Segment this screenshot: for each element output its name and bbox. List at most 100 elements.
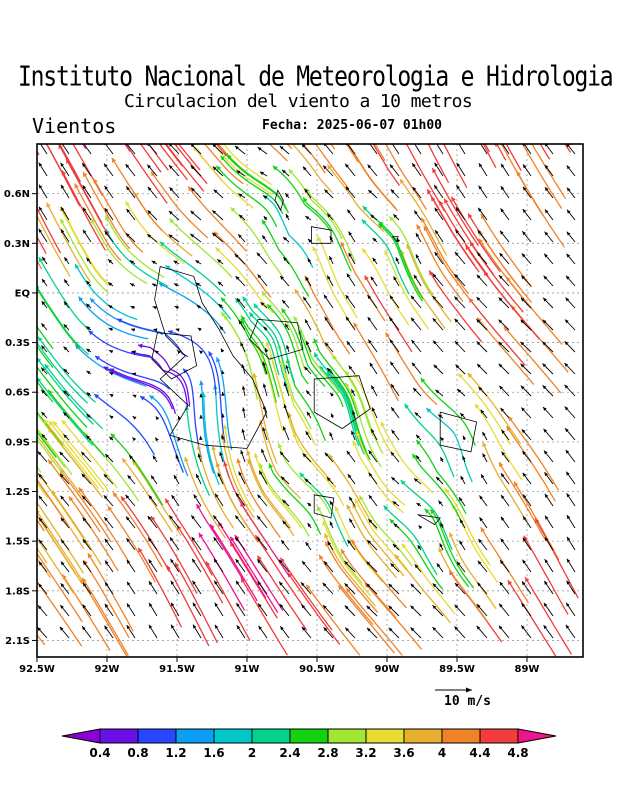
streamline (37, 427, 73, 475)
streamline (116, 318, 189, 358)
wind-vector-head (436, 476, 440, 481)
wind-vector-head (566, 187, 571, 192)
wind-vector-head (238, 193, 243, 197)
streamline-arrowhead (352, 503, 357, 509)
streamline (467, 372, 522, 445)
wind-vector-head (390, 451, 395, 456)
wind-vector-head (435, 230, 439, 234)
wind-vector-head (411, 339, 415, 344)
streamline (37, 438, 66, 477)
plot-frame (36, 143, 584, 658)
wind-vector-head (104, 208, 109, 212)
streamline-arrowhead (525, 577, 530, 583)
wind-vector-head (132, 372, 137, 376)
wind-vector-head (414, 210, 418, 215)
wind-vector (104, 144, 114, 155)
streamline-arrowhead (468, 213, 473, 219)
streamline-arrowhead (465, 245, 470, 251)
lon-tick-label: 91W (235, 664, 260, 675)
wind-vector-head (61, 207, 65, 211)
streamline-arrowhead (4, 173, 8, 178)
wind-vector-head (280, 275, 284, 280)
wind-vector-head (39, 517, 43, 522)
wind-vector-head (39, 184, 43, 189)
streamline (110, 433, 164, 506)
wind-vector-head (125, 233, 130, 237)
streamline (164, 498, 213, 576)
wind-vector-head (258, 625, 262, 630)
wind-vector-head (367, 295, 372, 299)
wind-vector-head (501, 451, 505, 456)
streamline-arrowhead (37, 357, 42, 363)
streamline (37, 479, 69, 526)
lon-tick-label: 89W (515, 664, 540, 675)
streamline-arrowhead (0, 488, 3, 493)
streamline (37, 510, 86, 585)
streamline-arrowhead (78, 487, 84, 493)
wind-vector-head (126, 603, 131, 608)
streamline-arrowhead (340, 242, 345, 248)
colorbar-label: 4.4 (469, 746, 490, 760)
streamline-arrowhead (404, 403, 410, 409)
wind-vector-head (169, 187, 174, 192)
streamline-arrowhead (378, 223, 384, 229)
wind-vector-head (129, 260, 134, 264)
streamline-arrowhead (313, 338, 318, 344)
wind-vector-head (126, 186, 130, 191)
streamline (223, 151, 287, 210)
wind-vector-head (63, 346, 68, 351)
wind-vector-head (285, 193, 289, 198)
streamline (324, 541, 379, 614)
streamline-arrowhead (423, 226, 429, 232)
wind-vector-head (242, 385, 246, 390)
wind-vector-head (305, 276, 309, 281)
wind-vector-head (196, 305, 201, 309)
wind-vector-head (411, 362, 416, 367)
streamline (220, 297, 267, 375)
streamline (61, 170, 106, 251)
wind-vector-head (168, 210, 173, 215)
wind-vector-head (438, 500, 443, 505)
wind-vector-head (86, 348, 91, 353)
wind-vector-head (323, 294, 328, 299)
colorbar-box (137, 728, 177, 744)
wind-vector-head (191, 187, 195, 192)
colorbar-box (403, 728, 443, 744)
colorbar-high-triangle (517, 728, 557, 744)
streamline (223, 461, 267, 542)
streamline (82, 171, 131, 250)
wind-vector-head (304, 366, 309, 371)
streamline-arrowhead (236, 458, 242, 464)
wind-vector-head (86, 392, 91, 397)
streamline (334, 506, 383, 583)
streamline (240, 577, 288, 656)
wind-vector-head (257, 581, 262, 586)
streamline-arrowhead (421, 217, 426, 223)
streamline (221, 432, 255, 519)
streamline-arrowhead (292, 432, 298, 438)
wind-vector-head (324, 561, 328, 566)
wind-vector-head (348, 231, 352, 236)
streamline-arrowhead (90, 298, 95, 304)
wind-vector-head (213, 558, 218, 563)
wind-vector-head (132, 394, 137, 398)
wind-vector-head (391, 477, 396, 481)
streamline-arrowhead (261, 291, 267, 297)
wind-vector-head (192, 580, 196, 585)
wind-vector-head (543, 275, 548, 280)
streamline (43, 419, 100, 490)
streamline (174, 562, 219, 644)
wind-vector-head (60, 229, 65, 234)
streamline (380, 421, 434, 494)
streamline-arrowhead (51, 490, 57, 496)
streamline (287, 412, 337, 488)
streamline-arrowhead (32, 406, 37, 411)
wind-vector-head (323, 605, 327, 609)
streamline-arrowhead (29, 275, 33, 280)
wind-vector-head (566, 231, 571, 236)
wind-vector-head (414, 564, 419, 569)
streamline (103, 366, 174, 410)
wind-vector-head (38, 605, 42, 610)
lon-tick-label: 91.5W (159, 664, 195, 675)
island-marchena (311, 226, 332, 244)
